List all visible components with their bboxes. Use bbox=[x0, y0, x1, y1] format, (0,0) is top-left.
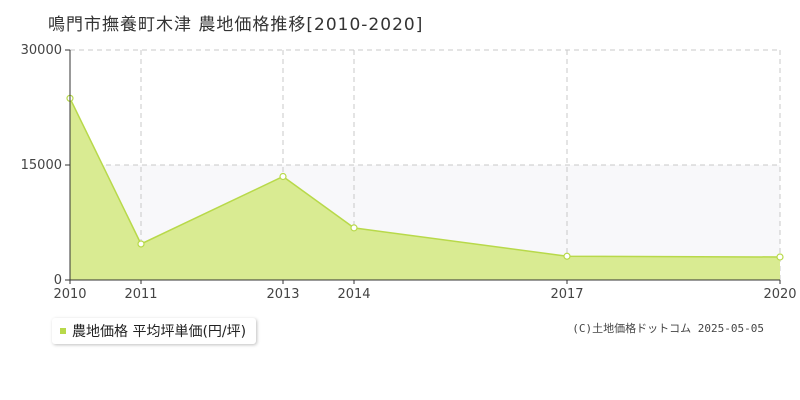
data-point bbox=[776, 253, 784, 261]
data-point bbox=[563, 252, 571, 260]
series-line bbox=[69, 97, 781, 258]
data-point bbox=[137, 240, 145, 248]
data-point bbox=[350, 224, 358, 232]
series-area bbox=[70, 98, 780, 280]
data-point bbox=[279, 172, 287, 181]
x-tick-label: 2010 bbox=[53, 287, 86, 302]
y-tick-label: 15000 bbox=[21, 158, 62, 173]
x-tick-label: 2011 bbox=[124, 287, 157, 302]
x-tick-label: 2013 bbox=[266, 287, 299, 302]
y-tick-label: 30000 bbox=[21, 43, 62, 58]
legend: 農地価格 平均坪単価(円/坪) bbox=[52, 318, 257, 344]
chart-title: 鳴門市撫養町木津 農地価格推移[2010-2020] bbox=[48, 15, 424, 35]
legend-label: 農地価格 平均坪単価(円/坪) bbox=[72, 324, 247, 340]
x-tick-label: 2020 bbox=[763, 287, 796, 302]
y-tick-label: 0 bbox=[54, 273, 62, 288]
source-credit: (C)土地価格ドットコム 2025-05-05 bbox=[572, 322, 764, 335]
x-tick-label: 2014 bbox=[337, 287, 370, 302]
x-tick-label: 2017 bbox=[550, 287, 583, 302]
legend-swatch-icon bbox=[60, 328, 66, 334]
